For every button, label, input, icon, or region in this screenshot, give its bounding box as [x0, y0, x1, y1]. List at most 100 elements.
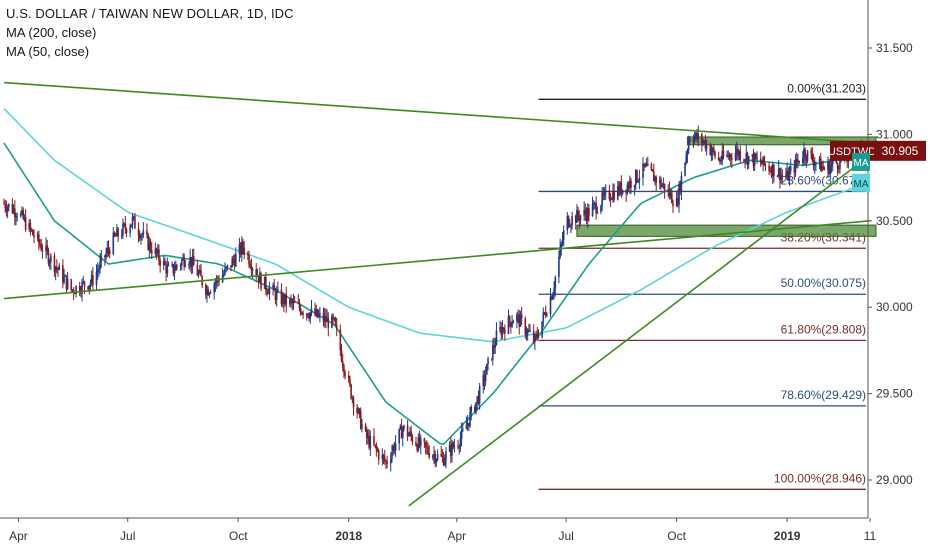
- candle-body: [541, 321, 543, 338]
- fib-level-label: 100.00%(28.946): [774, 471, 866, 485]
- candle-body: [684, 162, 686, 176]
- candle-body: [99, 260, 101, 269]
- candle-body: [131, 217, 134, 225]
- candle-body: [129, 226, 131, 234]
- candle-body: [417, 437, 420, 451]
- candle-body: [325, 315, 327, 323]
- x-tick-label: 11: [864, 529, 877, 543]
- candle-body: [57, 268, 59, 271]
- candle-body: [45, 245, 47, 252]
- candle-body: [423, 438, 426, 442]
- candle-body: [78, 285, 81, 293]
- candle-body: [493, 345, 495, 348]
- candle-body: [603, 191, 606, 196]
- candle-body: [124, 223, 127, 230]
- candle-body: [518, 314, 521, 327]
- support-zone[interactable]: [576, 224, 877, 237]
- candle-body: [835, 160, 838, 164]
- candle-body: [368, 435, 370, 448]
- candle-body: [243, 248, 246, 255]
- candle-body: [71, 289, 74, 291]
- candle-body: [172, 264, 175, 274]
- candle-body: [293, 301, 296, 303]
- candle-body: [21, 210, 23, 214]
- trendline[interactable]: [3, 81, 871, 144]
- ma200-tag-label: MA: [854, 179, 869, 190]
- candle-body: [114, 235, 117, 237]
- candle-body: [120, 235, 123, 237]
- candle-body: [317, 314, 320, 317]
- candle-body: [310, 308, 313, 313]
- candle-body: [382, 454, 385, 457]
- candle-body: [558, 257, 560, 278]
- candle-body: [476, 396, 479, 403]
- candle-body: [100, 255, 103, 261]
- fib-level-label: 50.00%(30.075): [781, 276, 866, 290]
- candle-body: [357, 408, 360, 414]
- candle-body: [709, 144, 712, 155]
- candle-body: [839, 157, 841, 169]
- candle-body: [780, 174, 782, 181]
- ma200-tag: [852, 173, 870, 192]
- candle-body: [553, 288, 555, 295]
- candle-body: [87, 286, 89, 290]
- candle-body: [616, 186, 619, 200]
- candle-body: [630, 180, 632, 188]
- trendline[interactable]: [408, 154, 871, 507]
- candle-body: [267, 292, 270, 295]
- candle-body: [594, 202, 596, 204]
- candle-body: [375, 445, 378, 450]
- candle-body: [314, 308, 316, 316]
- candle-body: [759, 158, 762, 164]
- candle-body: [259, 273, 261, 283]
- candle-body: [407, 434, 410, 437]
- candle-body: [659, 179, 661, 183]
- candle-body: [735, 148, 738, 154]
- candle-body: [746, 153, 749, 165]
- candle-body: [751, 154, 754, 157]
- candle-body: [398, 428, 400, 444]
- candle-body: [701, 134, 703, 144]
- x-tick-label: 2019: [774, 529, 801, 543]
- candle-body: [755, 153, 757, 159]
- candle-body: [284, 293, 286, 305]
- candle-body: [804, 149, 806, 159]
- candle-body: [23, 217, 26, 219]
- candle-body: [550, 296, 553, 300]
- candle-body: [33, 235, 35, 238]
- candle-body: [806, 150, 809, 161]
- candle-body: [159, 260, 161, 266]
- candle-body: [364, 424, 367, 431]
- candle-body: [275, 291, 278, 300]
- candle-body: [352, 397, 355, 408]
- candle-body: [208, 293, 211, 296]
- candle-body: [265, 276, 267, 290]
- candle-body: [773, 164, 775, 177]
- candle-body: [88, 285, 91, 290]
- candle-body: [15, 216, 17, 218]
- candle-body: [511, 323, 513, 327]
- candle-body: [653, 171, 655, 182]
- candle-body: [579, 215, 582, 221]
- candle-body: [213, 284, 215, 293]
- candle-body: [495, 330, 498, 345]
- candle-body: [703, 140, 706, 142]
- candle-body: [394, 443, 397, 451]
- candle-body: [486, 363, 488, 375]
- candle-body: [785, 174, 787, 177]
- candle-body: [711, 148, 714, 153]
- candle-body: [280, 289, 283, 305]
- candle-body: [305, 313, 308, 315]
- candle-body: [444, 460, 446, 466]
- candle-body: [20, 213, 22, 217]
- candle-body: [298, 302, 301, 309]
- candle-body: [226, 265, 229, 268]
- candle-body: [846, 159, 848, 163]
- candle-body: [367, 435, 369, 439]
- candle-body: [4, 203, 7, 209]
- candle-body: [301, 312, 303, 314]
- candle-body: [248, 254, 250, 265]
- trendline[interactable]: [3, 220, 871, 300]
- candle-body: [490, 358, 493, 360]
